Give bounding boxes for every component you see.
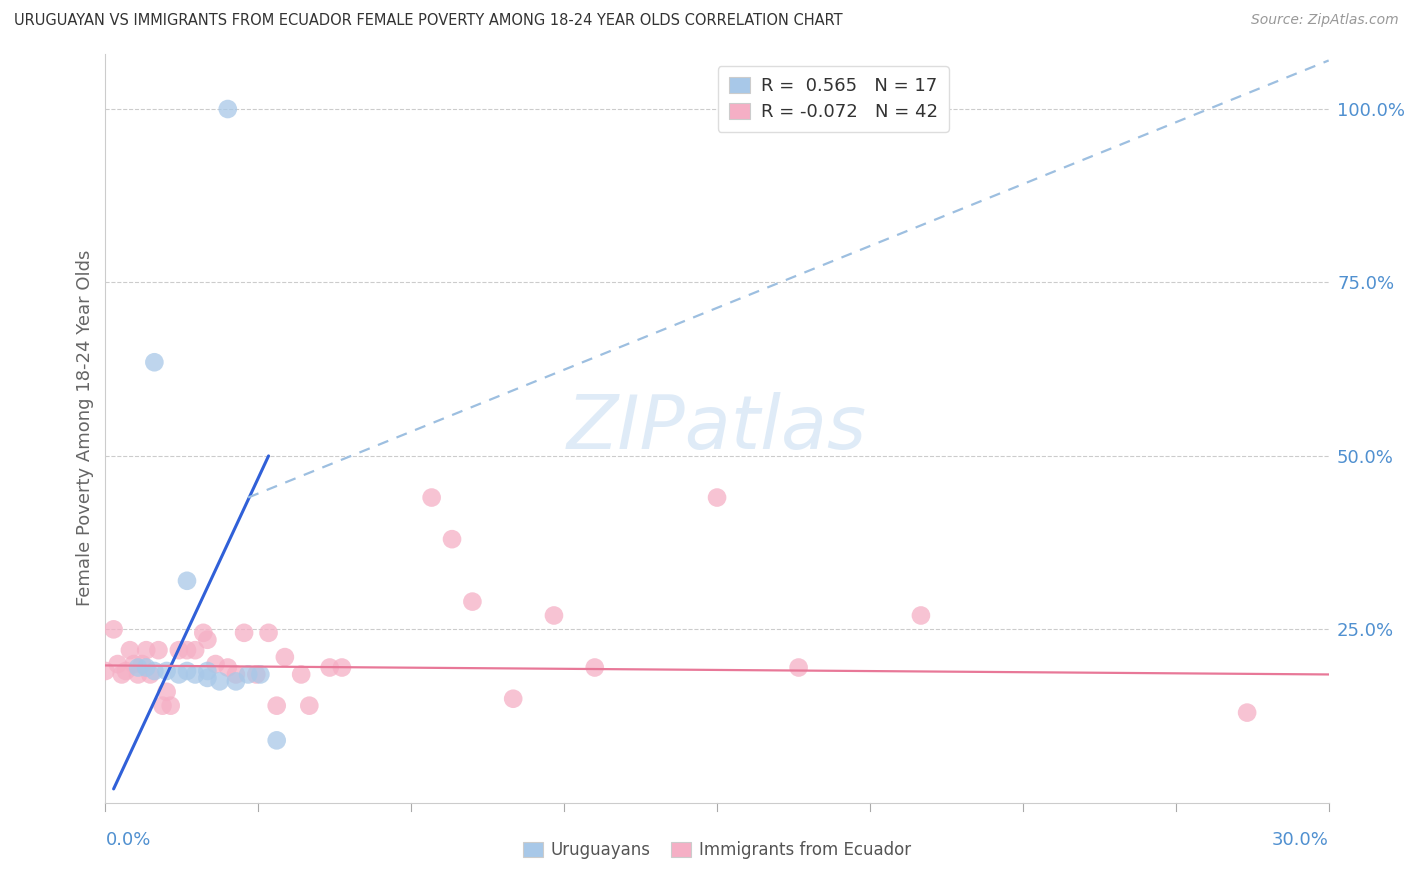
Point — [502, 691, 524, 706]
Point — [266, 733, 288, 747]
Point — [107, 657, 129, 671]
Point — [127, 660, 149, 674]
Point — [225, 667, 247, 681]
Text: Source: ZipAtlas.com: Source: ZipAtlas.com — [1251, 13, 1399, 28]
Point — [318, 660, 342, 674]
Point — [197, 664, 219, 678]
Point — [249, 667, 271, 681]
Y-axis label: Female Poverty Among 18-24 Year Olds: Female Poverty Among 18-24 Year Olds — [76, 250, 94, 607]
Point — [122, 657, 145, 671]
Point — [266, 698, 288, 713]
Point — [420, 491, 443, 505]
Point — [139, 667, 162, 681]
Point — [225, 674, 247, 689]
Point — [441, 532, 464, 546]
Point — [184, 643, 207, 657]
Point — [111, 667, 134, 681]
Point — [204, 657, 226, 671]
Point — [94, 664, 117, 678]
Point — [290, 667, 312, 681]
Legend: Uruguayans, Immigrants from Ecuador: Uruguayans, Immigrants from Ecuador — [516, 834, 918, 865]
Point — [127, 667, 149, 681]
Point — [197, 671, 219, 685]
Point — [217, 660, 239, 674]
Point — [131, 657, 153, 671]
Point — [176, 643, 198, 657]
Text: ZIPatlas: ZIPatlas — [567, 392, 868, 464]
Point — [461, 594, 484, 608]
Point — [208, 674, 231, 689]
Point — [298, 698, 321, 713]
Point — [910, 608, 932, 623]
Point — [143, 355, 166, 369]
Point — [197, 632, 219, 647]
Point — [236, 667, 260, 681]
Point — [156, 685, 179, 699]
Point — [184, 667, 207, 681]
Point — [167, 643, 190, 657]
Point — [274, 650, 297, 665]
Text: 30.0%: 30.0% — [1272, 830, 1329, 848]
Point — [159, 698, 181, 713]
Point — [143, 664, 166, 678]
Point — [245, 667, 267, 681]
Point — [156, 664, 179, 678]
Point — [233, 625, 256, 640]
Point — [167, 667, 190, 681]
Point — [115, 664, 138, 678]
Text: URUGUAYAN VS IMMIGRANTS FROM ECUADOR FEMALE POVERTY AMONG 18-24 YEAR OLDS CORREL: URUGUAYAN VS IMMIGRANTS FROM ECUADOR FEM… — [14, 13, 842, 29]
Point — [583, 660, 606, 674]
Point — [118, 643, 141, 657]
Point — [135, 643, 157, 657]
Point — [135, 660, 157, 674]
Point — [148, 643, 170, 657]
Point — [176, 574, 198, 588]
Point — [152, 698, 174, 713]
Text: 0.0%: 0.0% — [105, 830, 150, 848]
Point — [543, 608, 565, 623]
Point — [193, 625, 215, 640]
Point — [787, 660, 810, 674]
Point — [257, 625, 280, 640]
Point — [1236, 706, 1258, 720]
Point — [217, 102, 239, 116]
Point — [176, 664, 198, 678]
Point — [103, 623, 125, 637]
Point — [330, 660, 353, 674]
Point — [706, 491, 728, 505]
